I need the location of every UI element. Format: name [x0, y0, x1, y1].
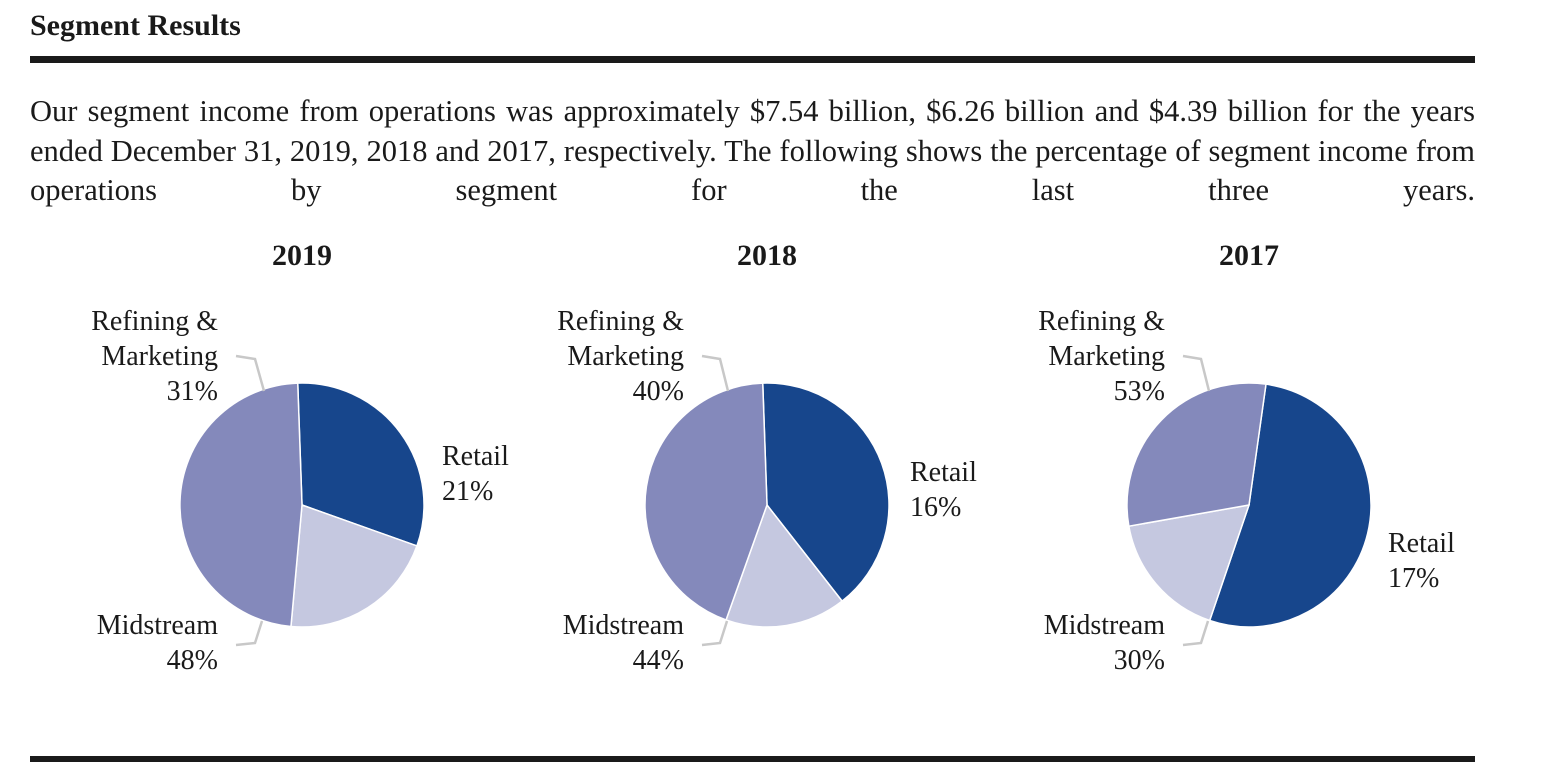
- slice-label-midstream: Midstream 44%: [563, 610, 685, 676]
- leader-line-refining-and-marketing: [701, 354, 730, 392]
- top-rule: [30, 56, 1475, 63]
- leader-line-refining-and-marketing: [1182, 354, 1211, 392]
- chart-title: 2019: [272, 239, 332, 272]
- pie-slice-retail: [725, 503, 844, 628]
- slice-label-refining-and-marketing: Refining & Marketing 53%: [1038, 306, 1165, 407]
- slice-label-midstream: Midstream 30%: [1044, 610, 1166, 676]
- leader-line-midstream: [1182, 620, 1210, 647]
- pie-chart-2019: 2019 Refining & Marketing 31% Retail 21% Midst…: [91, 239, 509, 676]
- bottom-rule: [30, 756, 1475, 762]
- slice-label-midstream: Midstream 48%: [97, 610, 219, 676]
- leader-line-midstream: [701, 620, 729, 647]
- leader-line-refining-and-marketing: [235, 354, 266, 392]
- leader-line-midstream: [235, 620, 264, 647]
- slice-label-refining-and-marketing: Refining & Marketing 31%: [91, 306, 218, 407]
- pie-slice-midstream: [1126, 382, 1267, 528]
- pie-slice-midstream: [644, 382, 768, 621]
- chart-title: 2017: [1219, 239, 1279, 272]
- pie-chart-2017: 2017 Refining & Marketing 53% Retail 17% Midst…: [1038, 239, 1455, 676]
- slice-label-retail: Retail 17%: [1388, 528, 1455, 594]
- pie-slice-retail: [1127, 504, 1251, 622]
- slice-label-retail: Retail 16%: [910, 457, 977, 523]
- pie-chart-2018: 2018 Refining & Marketing 40% Retail 16% Midst…: [557, 239, 977, 676]
- chart-title: 2018: [737, 239, 797, 272]
- pie-slice-midstream: [179, 382, 303, 628]
- pie-slice-refining-and-marketing: [1208, 383, 1372, 628]
- slice-label-refining-and-marketing: Refining & Marketing 40%: [557, 306, 684, 407]
- pie-slice-refining-and-marketing: [761, 382, 890, 603]
- pie-slice-retail: [290, 503, 418, 628]
- pie-slice-refining-and-marketing: [296, 382, 425, 547]
- intro-paragraph: Our segment income from operations was a…: [30, 94, 1475, 207]
- section-heading: Segment Results: [30, 9, 241, 42]
- slice-label-retail: Retail 21%: [442, 441, 509, 507]
